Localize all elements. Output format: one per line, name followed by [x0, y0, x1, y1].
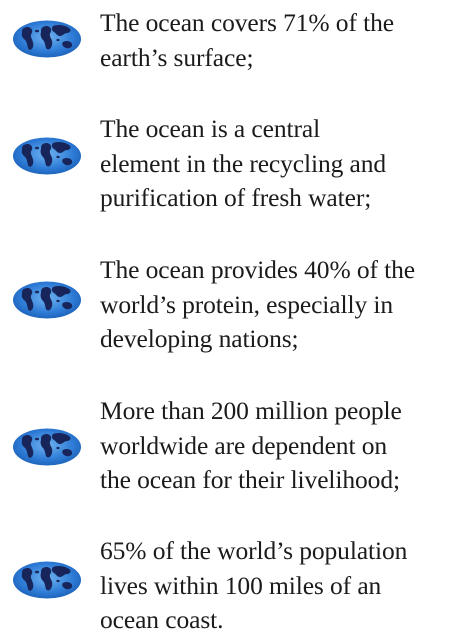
- fact-text: The ocean is a central element in the re…: [100, 114, 387, 212]
- fact-text: The ocean covers 71% of the earth’s surf…: [100, 8, 394, 72]
- fact-text: More than 200 million people worldwide a…: [100, 396, 402, 494]
- globe-icon: [12, 19, 82, 59]
- globe-icon: [12, 427, 82, 467]
- globe-icon: [12, 136, 82, 176]
- globe-icon: [12, 560, 82, 600]
- fact-text: The ocean provides 40% of the world’s pr…: [100, 255, 416, 353]
- fact-text: 65% of the world’s population lives with…: [100, 536, 408, 634]
- globe-icon: [12, 280, 82, 320]
